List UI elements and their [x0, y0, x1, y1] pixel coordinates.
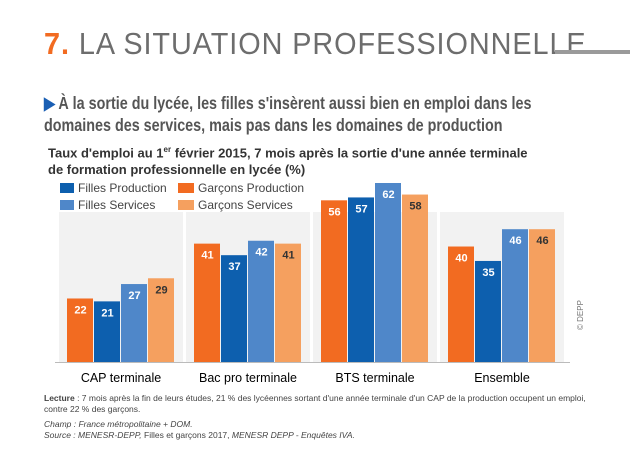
triangle-bullet-icon: ▶: [44, 93, 56, 113]
bar: [321, 200, 347, 362]
category-label: CAP terminale: [81, 371, 161, 385]
bar: [275, 243, 301, 362]
value-label: 37: [228, 261, 240, 273]
value-label: 27: [128, 290, 140, 302]
legend-garcons-services: Garçons Services: [178, 198, 293, 212]
value-label: 35: [482, 267, 494, 279]
category-label: Ensemble: [474, 371, 530, 385]
bar: [529, 229, 555, 362]
legend-filles-production: Filles Production: [60, 181, 167, 195]
value-label: 42: [255, 247, 267, 259]
bar: [402, 194, 428, 362]
value-label: 57: [355, 203, 367, 215]
bar: [121, 284, 147, 362]
legend-garcons-production: Garçons Production: [178, 181, 305, 195]
value-label: 22: [74, 304, 86, 316]
category-label: Bac pro terminale: [199, 371, 297, 385]
source-note: Source : MENESR-DEPP, Filles et garçons …: [44, 430, 355, 440]
chart-notes: Lecture : 7 mois après la fin de leurs é…: [44, 393, 604, 441]
bar: [502, 229, 528, 362]
value-label: 62: [382, 189, 394, 201]
value-label: 41: [201, 250, 213, 262]
value-label: 21: [101, 307, 113, 319]
section-title: 7. LA SITUATION PROFESSIONNELLE: [44, 26, 587, 61]
bar: [448, 246, 474, 362]
value-label: 40: [455, 253, 467, 265]
value-label: 41: [282, 250, 294, 262]
copyright: © DEPP: [576, 300, 585, 330]
bar: [94, 301, 120, 362]
bar: [148, 278, 174, 362]
value-label: 29: [155, 284, 167, 296]
chart-title: Taux d'emploi au 1er février 2015, 7 moi…: [48, 145, 528, 178]
champ-note: Champ : France métropolitaine + DOM.: [44, 419, 193, 429]
bar: [248, 240, 274, 362]
bar: [194, 243, 220, 362]
title-rule: [555, 50, 630, 54]
bar: [348, 197, 374, 362]
lecture-note: Lecture : 7 mois après la fin de leurs é…: [44, 393, 586, 414]
value-label: 56: [328, 206, 340, 218]
value-label: 46: [509, 235, 521, 247]
value-label: 58: [409, 201, 421, 213]
bar: [221, 255, 247, 362]
subtitle: ▶ À la sortie du lycée, les filles s'insè…: [44, 93, 532, 135]
bar: [375, 183, 401, 362]
category-label: BTS terminale: [335, 371, 414, 385]
bar: [475, 260, 501, 362]
legend-filles-services: Filles Services: [60, 198, 156, 212]
bar: [67, 298, 93, 362]
value-label: 46: [536, 235, 548, 247]
